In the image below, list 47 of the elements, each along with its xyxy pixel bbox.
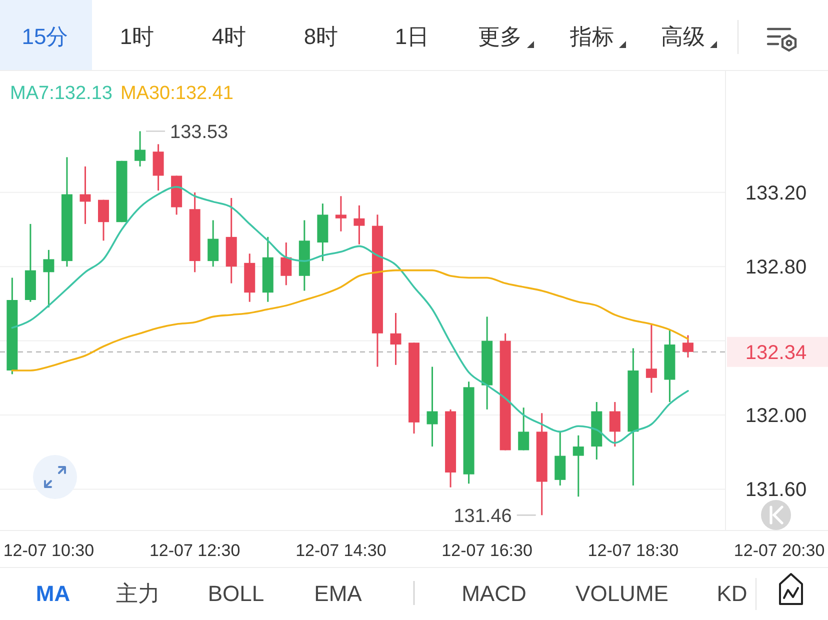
candlestick — [609, 401, 620, 448]
candlestick — [682, 334, 694, 358]
y-tick-label: 131.60 — [745, 479, 807, 502]
line-series — [11, 269, 689, 372]
text: 1日 — [394, 24, 430, 49]
candlestick — [134, 130, 146, 168]
text: BOLL — [208, 581, 264, 606]
x-tick-label: 12-07 20:30 — [734, 541, 825, 560]
candlestick — [43, 249, 54, 308]
text: 4时 — [212, 24, 246, 49]
text: 主力 — [116, 581, 160, 606]
text: 更多 — [478, 24, 522, 49]
x-tick-label: 12-07 10:30 — [3, 541, 94, 560]
text: EMA — [314, 581, 362, 606]
candlestick — [390, 312, 402, 366]
text: 8时 — [304, 24, 338, 49]
line-series — [11, 186, 689, 444]
candlestick — [518, 406, 530, 451]
text: MA7:132.13 — [10, 83, 112, 104]
candlestick — [280, 242, 292, 286]
text: VOLUME — [576, 581, 668, 606]
candlestick — [354, 204, 365, 246]
text: 指标 — [569, 24, 614, 49]
y-tick-label: 132.00 — [745, 405, 807, 427]
x-tick-label: 12-07 16:30 — [442, 541, 532, 560]
text: 1时 — [120, 24, 154, 49]
text: 高级 — [661, 24, 705, 49]
candlestick — [335, 195, 346, 232]
candlestick — [646, 323, 657, 394]
text: 15分 — [22, 24, 68, 49]
text: MA30:132.41 — [120, 83, 234, 104]
candlestick — [426, 366, 438, 448]
annotation: 131.46 — [454, 506, 512, 528]
text: KD — [716, 581, 748, 606]
y-tick-label: 133.20 — [745, 182, 807, 204]
text: MA — [36, 581, 70, 606]
x-tick-label: 12-07 12:30 — [149, 541, 240, 560]
candlestick — [572, 434, 584, 498]
annotation: 133.53 — [170, 122, 228, 144]
y-tick-label: 132.80 — [745, 256, 807, 279]
ref-line-label: 132.34 — [745, 342, 807, 364]
candlestick — [208, 219, 219, 268]
candlestick — [98, 199, 109, 242]
x-tick-label: 12-07 18:30 — [588, 541, 679, 560]
x-tick-label: 12-07 14:30 — [296, 541, 386, 560]
text: MACD — [462, 581, 526, 606]
candlestick — [80, 166, 91, 225]
